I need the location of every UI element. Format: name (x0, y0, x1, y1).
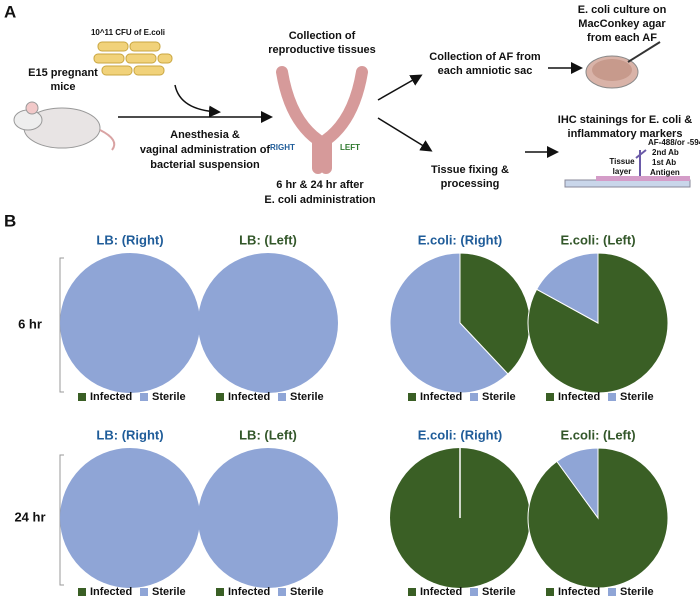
legend-swatch (78, 588, 86, 596)
legend-swatch (546, 393, 554, 401)
tissue-label: Tissue (609, 157, 635, 166)
legend-label: Sterile (290, 391, 324, 403)
slide-icon (564, 149, 691, 188)
chart-title: LB: (Left) (239, 232, 297, 247)
legend-swatch (608, 588, 616, 596)
legend-swatch (78, 393, 86, 401)
legend-label: Sterile (290, 586, 324, 598)
culture-label: MacConkey agar (578, 18, 666, 30)
row-label: 6 hr (18, 316, 42, 331)
legend-label: Infected (228, 391, 270, 403)
culture-label: E. coli culture on (578, 4, 667, 16)
legend-swatch (216, 588, 224, 596)
arrow (377, 117, 433, 152)
pie-slice (198, 253, 338, 393)
legend-swatch (546, 588, 554, 596)
legend-swatch (408, 393, 416, 401)
bacteria-icon (93, 41, 173, 76)
pie-slice (60, 253, 200, 393)
row-bracket (59, 257, 64, 586)
route-label: Anesthesia & (170, 129, 240, 141)
ihc-part: 2nd Ab (652, 148, 679, 157)
tissue-label: layer (613, 167, 632, 176)
collection-label: reproductive tissues (268, 44, 376, 56)
legend-label: Sterile (482, 586, 516, 598)
panel-label: B (4, 211, 16, 230)
legend-label: Sterile (620, 391, 654, 403)
fixing-label: Tissue fixing & (431, 164, 509, 176)
pie-slice (535, 252, 599, 324)
legend-swatch (278, 588, 286, 596)
time-label: E. coli administration (264, 194, 376, 206)
mouse-label: E15 pregnant (28, 67, 98, 79)
legend-swatch (608, 393, 616, 401)
row-label: 24 hr (14, 509, 45, 524)
legend-swatch (470, 393, 478, 401)
chart-title: LB: (Right) (96, 427, 163, 442)
legend-label: Sterile (152, 391, 186, 403)
arrow (377, 74, 423, 101)
legend-label: Infected (420, 586, 462, 598)
ihc-part: 1st Ab (652, 158, 676, 167)
panel-label: A (4, 2, 16, 21)
legend-label: Sterile (620, 586, 654, 598)
chart-title: LB: (Left) (239, 427, 297, 442)
route-label: vaginal administration of (140, 144, 271, 156)
pie-slice (459, 252, 531, 375)
legend-label: Infected (228, 586, 270, 598)
chart-title: LB: (Right) (96, 232, 163, 247)
ihc-label: inflammatory markers (568, 128, 683, 140)
route-label: bacterial suspension (150, 159, 260, 171)
arrow (174, 84, 221, 118)
legend-label: Infected (420, 391, 462, 403)
legend-swatch (216, 393, 224, 401)
legend-label: Infected (558, 391, 600, 403)
pie-slice (198, 448, 338, 588)
af-label: Collection of AF from (429, 51, 541, 63)
bacteria-label: 10^11 CFU of E.coli (91, 28, 165, 37)
ihc-part: AF-488/or -594 (648, 138, 700, 147)
culture-label: from each AF (587, 32, 657, 44)
legend-swatch (140, 588, 148, 596)
legend-label: Infected (558, 586, 600, 598)
chart-title: E.coli: (Right) (418, 427, 503, 442)
chart-title: E.coli: (Left) (560, 427, 635, 442)
ihc-label: IHC stainings for E. coli & (558, 114, 693, 126)
time-label: 6 hr & 24 hr after (276, 179, 364, 191)
legend-swatch (470, 588, 478, 596)
chart-title: E.coli: (Right) (418, 232, 503, 247)
legend-label: Sterile (152, 586, 186, 598)
mouse-icon (13, 101, 116, 151)
pie-slice (556, 447, 599, 520)
af-label: each amniotic sac (438, 65, 533, 77)
legend-label: Infected (90, 586, 132, 598)
collection-label: Collection of (289, 30, 356, 42)
legend-swatch (278, 393, 286, 401)
horn-label: RIGHT (270, 143, 295, 152)
petri-dish-icon (585, 41, 661, 89)
legend-swatch (140, 393, 148, 401)
chart-title: E.coli: (Left) (560, 232, 635, 247)
legend-swatch (408, 588, 416, 596)
pie-slice (60, 448, 200, 588)
legend-label: Infected (90, 391, 132, 403)
legend-label: Sterile (482, 391, 516, 403)
horn-label: LEFT (340, 143, 360, 152)
mouse-label: mice (50, 81, 75, 93)
fixing-label: processing (441, 178, 500, 190)
pie-slice (389, 252, 509, 394)
uterus-icon (276, 66, 368, 174)
ihc-part: Antigen (650, 168, 680, 177)
